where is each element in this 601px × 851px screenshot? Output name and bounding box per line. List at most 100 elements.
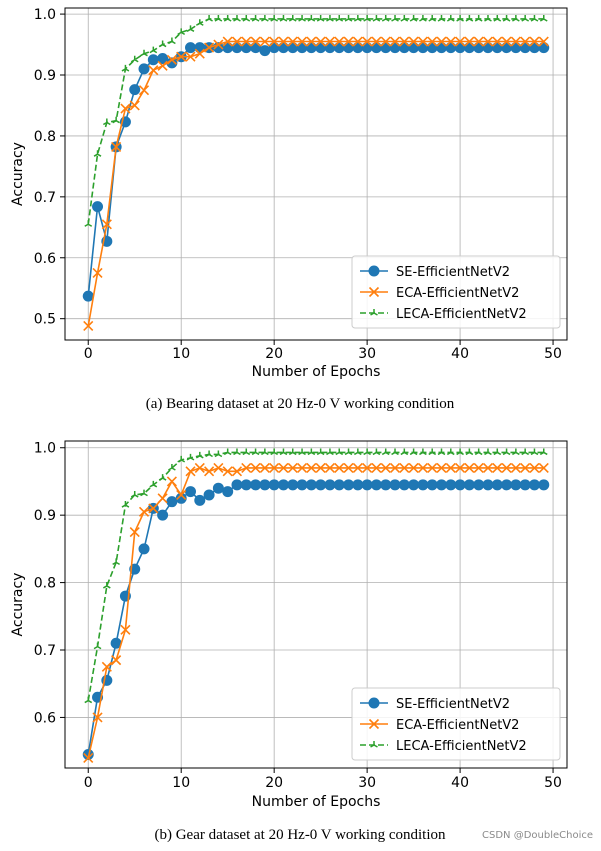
data-point bbox=[408, 36, 419, 47]
data-point bbox=[83, 752, 94, 763]
data-point bbox=[138, 506, 150, 517]
data-point bbox=[380, 479, 392, 491]
data-point bbox=[363, 14, 371, 22]
data-point bbox=[446, 448, 455, 456]
data-point bbox=[528, 479, 540, 491]
data-point bbox=[454, 479, 466, 491]
data-point bbox=[185, 466, 196, 477]
data-point bbox=[140, 489, 148, 497]
data-point bbox=[259, 462, 270, 474]
data-point bbox=[398, 479, 410, 491]
data-point bbox=[250, 36, 261, 47]
data-point bbox=[445, 462, 456, 474]
data-point bbox=[324, 36, 336, 47]
data-point bbox=[112, 116, 120, 124]
data-point bbox=[194, 494, 206, 506]
data-point bbox=[222, 466, 233, 477]
data-point bbox=[315, 479, 327, 491]
data-point bbox=[233, 448, 241, 456]
data-point bbox=[279, 448, 288, 456]
data-point bbox=[343, 479, 355, 491]
data-point bbox=[335, 14, 344, 22]
data-point bbox=[177, 455, 186, 463]
data-point bbox=[166, 476, 177, 487]
data-point bbox=[251, 448, 260, 456]
watermark: CSDN @DoubleChoice bbox=[482, 830, 593, 841]
data-point bbox=[298, 14, 306, 22]
data-point bbox=[484, 14, 492, 22]
data-point bbox=[83, 320, 94, 332]
x-tick-label: 50 bbox=[544, 775, 562, 791]
data-point bbox=[269, 462, 280, 474]
data-point bbox=[205, 450, 213, 458]
data-point bbox=[324, 479, 336, 491]
legend-label: LECA-EfficientNetV2 bbox=[396, 307, 527, 322]
y-tick-label: 0.9 bbox=[34, 68, 56, 84]
data-point bbox=[305, 479, 317, 491]
data-point bbox=[344, 14, 353, 22]
data-point bbox=[242, 448, 251, 456]
legend-label: ECA-EfficientNetV2 bbox=[396, 286, 519, 301]
data-point bbox=[149, 46, 158, 54]
x-tick-label: 40 bbox=[451, 346, 469, 362]
data-point bbox=[409, 14, 418, 22]
data-point bbox=[157, 53, 169, 65]
data-point bbox=[250, 479, 262, 491]
x-tick-label: 0 bbox=[84, 775, 93, 791]
data-point bbox=[389, 479, 401, 491]
data-point bbox=[343, 36, 354, 47]
data-point bbox=[168, 37, 176, 45]
data-point bbox=[223, 14, 232, 22]
data-point bbox=[370, 479, 382, 491]
x-axis-label: Number of Epochs bbox=[252, 364, 381, 380]
data-point bbox=[121, 501, 130, 508]
legend: SE-EfficientNetV2 ECA-EfficientNetV2 LECA-… bbox=[351, 687, 561, 761]
data-point bbox=[529, 462, 540, 474]
data-point bbox=[101, 219, 112, 230]
data-point bbox=[112, 558, 120, 566]
data-point bbox=[512, 448, 520, 456]
data-point bbox=[204, 466, 215, 477]
data-point bbox=[158, 40, 167, 48]
data-point bbox=[501, 462, 512, 474]
data-point bbox=[465, 14, 474, 22]
data-point bbox=[437, 14, 446, 22]
data-point bbox=[242, 14, 251, 22]
data-point bbox=[306, 36, 317, 47]
data-point bbox=[510, 36, 521, 47]
x-tick-label: 40 bbox=[451, 775, 469, 791]
data-point bbox=[361, 479, 373, 491]
data-point bbox=[288, 14, 297, 22]
data-point bbox=[157, 493, 168, 504]
legend-box bbox=[351, 687, 561, 761]
data-point bbox=[520, 462, 531, 474]
legend-label: SE-EfficientNetV2 bbox=[396, 265, 510, 280]
data-point bbox=[473, 479, 485, 491]
data-point bbox=[463, 479, 475, 491]
data-point bbox=[352, 479, 364, 491]
data-point bbox=[185, 42, 196, 54]
data-point bbox=[538, 36, 549, 47]
data-point bbox=[92, 201, 104, 213]
data-point bbox=[502, 448, 511, 456]
data-point bbox=[419, 448, 427, 456]
data-point bbox=[203, 489, 215, 501]
data-point bbox=[138, 543, 150, 555]
data-point bbox=[456, 14, 464, 22]
data-point bbox=[372, 448, 381, 456]
data-point bbox=[445, 36, 456, 47]
data-point bbox=[408, 479, 420, 491]
data-point bbox=[157, 509, 169, 521]
data-point bbox=[455, 36, 466, 47]
data-point bbox=[316, 14, 325, 22]
data-point bbox=[140, 49, 148, 57]
data-point bbox=[538, 479, 550, 491]
data-point bbox=[298, 448, 306, 456]
data-point bbox=[372, 14, 381, 22]
data-point bbox=[101, 661, 112, 672]
y-tick-label: 1.0 bbox=[34, 441, 56, 457]
data-point bbox=[166, 54, 177, 65]
data-point bbox=[474, 448, 483, 456]
data-point bbox=[324, 462, 336, 474]
